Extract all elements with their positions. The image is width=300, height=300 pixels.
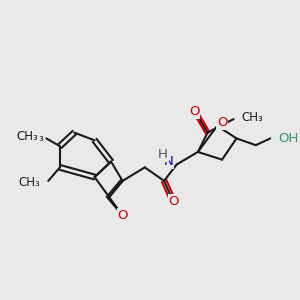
Text: O: O bbox=[189, 105, 199, 118]
Text: N: N bbox=[164, 155, 174, 168]
Text: CH₃: CH₃ bbox=[241, 111, 263, 124]
Text: OH: OH bbox=[278, 132, 298, 145]
Text: CH₃: CH₃ bbox=[17, 130, 39, 143]
Text: CH₃: CH₃ bbox=[24, 134, 44, 143]
Text: CH₃: CH₃ bbox=[19, 176, 40, 189]
Text: O: O bbox=[117, 209, 128, 222]
Text: H: H bbox=[158, 148, 168, 161]
Text: O: O bbox=[169, 195, 179, 208]
Text: O: O bbox=[217, 116, 227, 130]
